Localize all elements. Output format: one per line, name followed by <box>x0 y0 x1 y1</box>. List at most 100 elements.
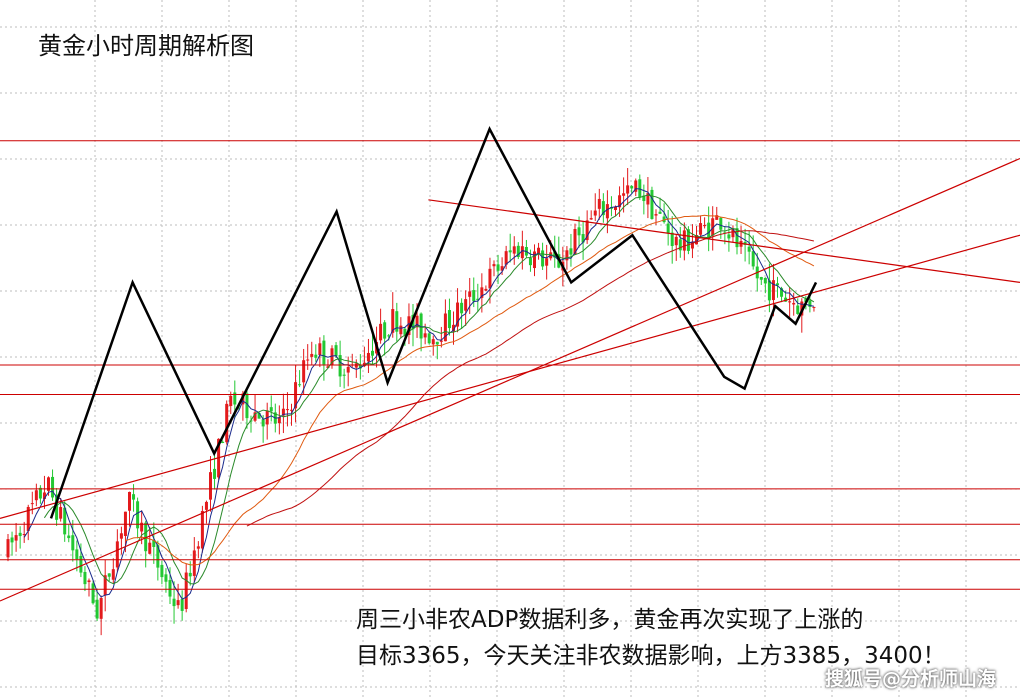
candle-up <box>415 315 419 328</box>
candle-down <box>233 392 237 405</box>
candle-down <box>298 384 302 386</box>
candle-up <box>520 246 524 259</box>
ma-fast-line <box>23 188 814 600</box>
candle-up <box>253 412 257 421</box>
candle-up <box>439 340 443 342</box>
candle-up <box>128 491 131 511</box>
candle-up <box>290 409 293 411</box>
candle-down <box>735 228 739 248</box>
candle-up <box>504 251 508 265</box>
candle-up <box>646 193 650 205</box>
candle-up <box>103 575 107 596</box>
candle-down <box>403 328 407 335</box>
candle-up <box>605 204 609 219</box>
candle-up <box>626 185 630 194</box>
candle-up <box>330 348 334 365</box>
candle-up <box>699 223 703 235</box>
candle-down <box>107 573 111 577</box>
candle-up <box>703 225 707 227</box>
candle-down <box>334 345 338 356</box>
candle-down <box>71 535 75 551</box>
candle-up <box>6 539 10 558</box>
candle-down <box>144 522 148 552</box>
candle-down <box>776 283 779 286</box>
candle-down <box>91 583 95 604</box>
candle-down <box>553 251 557 258</box>
candle-down <box>763 277 767 284</box>
candle-up <box>59 507 63 519</box>
trend-channel-line <box>0 234 1020 519</box>
candle-up <box>285 409 289 411</box>
candle-up <box>119 533 123 539</box>
candle-down <box>666 223 670 234</box>
candle-down <box>638 179 642 198</box>
candle-up <box>87 580 91 583</box>
candle-down <box>630 186 634 189</box>
candle-up <box>731 228 735 238</box>
candle-down <box>322 340 326 365</box>
candle-down <box>160 564 164 578</box>
candle-down <box>427 333 431 344</box>
candle-up <box>366 352 370 362</box>
candle-down <box>642 195 646 202</box>
candle-down <box>759 276 763 280</box>
candle-up <box>379 323 383 341</box>
candle-down <box>767 280 771 301</box>
candle-up <box>674 236 678 246</box>
ma-mid-line <box>43 194 815 585</box>
candle-up <box>229 395 233 406</box>
candle-up <box>597 198 601 209</box>
candle-down <box>650 189 654 219</box>
candle-up <box>711 218 715 236</box>
candle-up <box>140 522 144 532</box>
candle-up <box>464 299 468 311</box>
candle-down <box>447 310 451 329</box>
candle-down <box>245 393 249 419</box>
candle-up <box>500 266 504 271</box>
candle-up <box>573 229 577 255</box>
candle-down <box>476 298 480 301</box>
candle-up <box>30 503 34 505</box>
candle-down <box>577 227 581 236</box>
candle-up <box>204 501 208 510</box>
candle-up <box>480 287 484 298</box>
candle-down <box>261 419 265 427</box>
candle-up <box>294 382 298 409</box>
candle-down <box>670 232 674 247</box>
candle-down <box>55 494 59 520</box>
candle-down <box>79 556 83 573</box>
candle-down <box>188 572 192 577</box>
analysis-note-line2: 目标3365，今天关注非农数据影响，上方3385，3400！ <box>356 643 946 669</box>
candle-up <box>788 301 792 303</box>
candle-up <box>634 180 638 192</box>
candle-up <box>99 597 103 619</box>
candle-up <box>277 417 281 424</box>
candle-down <box>269 407 273 412</box>
candle-up <box>492 264 496 267</box>
candle-up <box>196 546 200 549</box>
candle-down <box>472 290 476 302</box>
candle-up <box>148 542 152 554</box>
candle-up <box>589 218 593 220</box>
candle-up <box>585 220 589 241</box>
candle-up <box>192 550 196 576</box>
candle-up <box>654 214 658 216</box>
candle-up <box>618 195 622 208</box>
candle-down <box>358 365 362 369</box>
trend-channel-line <box>428 199 1020 283</box>
candle-up <box>14 535 18 541</box>
analysis-note-line1: 周三小非农ADP数据利多，黄金再次实现了上涨的 <box>356 607 864 633</box>
candle-down <box>314 354 318 358</box>
candle-up <box>593 210 597 216</box>
candle-up <box>484 288 488 291</box>
candle-down <box>751 251 755 267</box>
candle-down <box>338 355 342 377</box>
candle-down <box>257 412 261 419</box>
candle-down <box>172 598 176 607</box>
candle-down <box>164 574 168 582</box>
candle-down <box>67 535 71 539</box>
candle-down <box>658 211 662 214</box>
candle-up <box>225 403 229 443</box>
